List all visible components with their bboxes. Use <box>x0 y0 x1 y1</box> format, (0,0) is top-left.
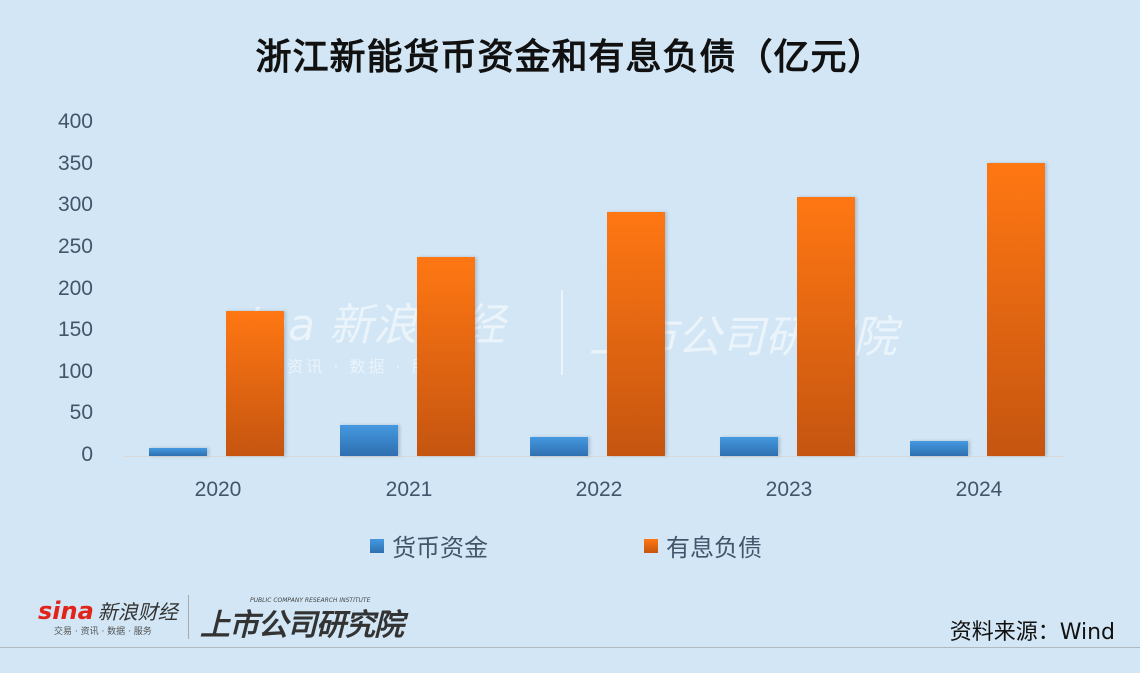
bar-cash-2020 <box>149 447 207 456</box>
y-tick-label: 200 <box>57 276 93 300</box>
y-tick-label: 150 <box>57 318 93 342</box>
logo-divider <box>188 595 189 639</box>
y-tick-label: 0 <box>81 443 93 466</box>
bar-cash-2021 <box>340 425 398 456</box>
bar-debt-2021 <box>417 257 475 456</box>
legend-swatch-blue <box>370 538 384 553</box>
sina-brand-text: 新浪财经 <box>97 600 178 624</box>
x-axis-line <box>123 456 1063 457</box>
y-tick-label: 100 <box>57 359 93 383</box>
y-tick-label: 350 <box>57 151 93 175</box>
x-tick-label: 2024 <box>955 478 1003 501</box>
chart-title: 浙江新能货币资金和有息负债（亿元） <box>255 37 885 78</box>
y-tick-label: 300 <box>57 193 93 217</box>
bar-debt-2023 <box>797 197 855 456</box>
bar-debt-2020 <box>226 311 284 456</box>
institute-name: 上市公司研究院 <box>200 608 404 643</box>
sina-sub-text: 交易 · 资讯 · 数据 · 服务 <box>54 627 152 637</box>
x-tick-label: 2022 <box>575 478 623 501</box>
bar-cash-2023 <box>720 436 778 456</box>
bar-cash-2022 <box>530 436 588 456</box>
sina-eye-logo-icon: sina <box>38 596 94 625</box>
institute-en-text: PUBLIC COMPANY RESEARCH INSTITUTE <box>250 597 371 604</box>
footer-divider <box>0 647 1140 648</box>
x-tick-label: 2021 <box>385 478 433 501</box>
y-tick-label: 250 <box>57 234 93 258</box>
bar-cash-2024 <box>910 441 968 456</box>
bar-debt-2022 <box>607 212 665 456</box>
legend-item-debt: 有息负债 <box>644 528 762 563</box>
legend-item-cash: 货币资金 <box>370 528 488 563</box>
legend-label: 有息负债 <box>666 534 762 562</box>
institute-logo: PUBLIC COMPANY RESEARCH INSTITUTE 上市公司研究… <box>200 597 404 644</box>
legend-label: 货币资金 <box>392 534 488 562</box>
bar-debt-2024 <box>987 162 1045 456</box>
x-tick-label: 2020 <box>194 478 242 501</box>
y-tick-label: 400 <box>57 110 93 133</box>
y-tick-label: 50 <box>69 401 93 425</box>
source-note: 资料来源：Wind <box>949 620 1115 645</box>
sina-finance-logo: sina 新浪财经 交易 · 资讯 · 数据 · 服务 <box>38 596 178 638</box>
legend-swatch-orange <box>644 538 658 553</box>
x-tick-label: 2023 <box>765 478 813 501</box>
